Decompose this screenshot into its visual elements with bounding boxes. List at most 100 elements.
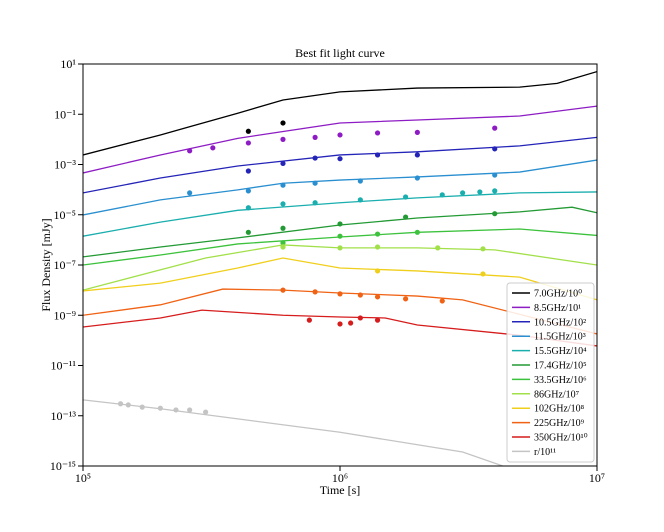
legend-label: 15.5GHz/10⁴ [534, 346, 587, 357]
data-point [439, 192, 445, 198]
legend-label: 225GHz/10⁹ [534, 418, 585, 429]
data-point [374, 244, 381, 250]
y-tick-label: 10⁻¹ [54, 107, 76, 121]
y-tick-label: 10⁻⁹ [53, 308, 76, 322]
x-axis-label: Time [s] [320, 483, 361, 497]
data-point [439, 298, 445, 304]
data-point [187, 407, 193, 413]
legend-label: 11.5GHz/10³ [534, 332, 586, 343]
data-point [157, 405, 163, 411]
data-point [337, 233, 343, 239]
data-point [374, 317, 381, 323]
model-line [83, 257, 597, 301]
data-point [374, 268, 381, 274]
data-point [337, 132, 343, 138]
legend-label: 33.5GHz/10⁶ [534, 375, 587, 386]
data-point [280, 120, 286, 126]
legend-label: 86GHz/10⁷ [534, 389, 580, 400]
data-point [280, 225, 286, 231]
y-tick-label: 10⁻¹³ [50, 409, 76, 423]
data-point [312, 134, 318, 140]
data-point [348, 320, 354, 326]
model-line [83, 191, 597, 237]
data-point [337, 156, 343, 162]
data-point [374, 294, 381, 300]
data-point [357, 178, 363, 184]
model-line [83, 105, 597, 174]
data-point [280, 244, 286, 250]
data-point [477, 189, 483, 195]
data-point [357, 197, 363, 203]
data-point [403, 296, 409, 302]
x-tick-label: 10⁵ [75, 471, 91, 485]
data-point [280, 160, 286, 167]
legend-box [506, 282, 595, 463]
data-point [245, 205, 251, 211]
data-point [245, 168, 251, 174]
data-point [337, 291, 343, 297]
data-point [492, 211, 498, 217]
model-line [83, 159, 597, 216]
data-point [492, 172, 498, 178]
data-point [414, 229, 420, 235]
data-point [312, 289, 318, 295]
data-point [187, 190, 193, 196]
data-point [245, 229, 251, 235]
data-point [280, 287, 286, 293]
legend-label: 10.5GHz/10² [534, 317, 586, 328]
data-point [337, 245, 343, 251]
data-point [280, 182, 286, 188]
data-point [414, 152, 420, 158]
data-point [492, 188, 498, 194]
legend-label: r/10¹¹ [534, 447, 556, 458]
data-point [414, 175, 420, 181]
y-tick-label: 10⁻¹¹ [50, 359, 76, 373]
legend-label: 7.0GHz/10⁰ [534, 289, 582, 300]
y-tick-label: 10⁻¹⁵ [50, 459, 76, 473]
legend-label: 102GHz/10⁸ [534, 404, 585, 415]
y-tick-label: 10⁻⁷ [53, 258, 76, 272]
data-point [374, 231, 381, 237]
model-line [83, 206, 597, 258]
legend: 7.0GHz/10⁰ 8.5GHz/10¹ 10.5GHz/10² 11.5GHz/1… [506, 282, 595, 463]
data-point [337, 221, 343, 227]
data-point [337, 321, 343, 327]
data-point [117, 401, 124, 407]
data-point [312, 200, 318, 206]
data-point [460, 190, 466, 196]
plot-area [83, 70, 597, 466]
data-point [280, 136, 286, 142]
model-line [83, 309, 597, 347]
y-tick-label: 10⁻⁵ [53, 208, 76, 222]
data-point [414, 129, 420, 135]
model-line [83, 288, 597, 335]
legend-label: 8.5GHz/10¹ [534, 303, 581, 314]
data-point [312, 180, 318, 186]
data-point [280, 201, 286, 207]
data-point [374, 152, 381, 158]
data-point [435, 245, 441, 251]
legend-label: 17.4GHz/10⁵ [534, 361, 587, 372]
data-point [245, 140, 251, 146]
chart-title: Best fit light curve [295, 46, 385, 60]
model-line [83, 70, 597, 156]
data-point [280, 240, 286, 246]
data-point [480, 271, 486, 277]
data-point [357, 292, 363, 298]
data-point [210, 145, 216, 151]
data-point [245, 128, 251, 134]
y-tick-label: 10¹ [60, 57, 76, 71]
data-point [173, 407, 179, 413]
data-point [357, 315, 363, 321]
data-point [374, 130, 381, 136]
x-tick-label: 10⁷ [589, 471, 605, 485]
model-line [83, 399, 504, 466]
y-axis-label: Flux Density [mJy] [39, 218, 53, 311]
data-point [306, 317, 312, 323]
data-point [312, 155, 318, 161]
model-line [83, 136, 597, 194]
data-point [125, 402, 131, 408]
data-point [139, 404, 145, 410]
data-point [403, 194, 409, 200]
